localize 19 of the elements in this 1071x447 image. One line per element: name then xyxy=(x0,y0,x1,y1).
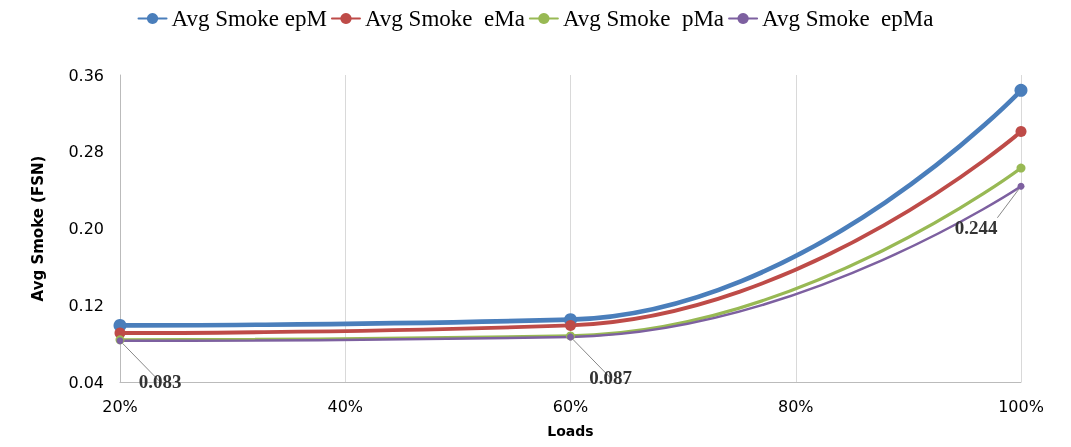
legend-label: Avg Smoke eMa xyxy=(364,6,525,31)
legend-label: Avg Smoke pMa xyxy=(562,6,725,31)
legend-label: Avg Smoke epM xyxy=(171,6,327,31)
legend-label: Avg Smoke epMa xyxy=(762,6,934,31)
x-tick-label: 100% xyxy=(998,396,1044,416)
x-tick-label: 60% xyxy=(552,396,589,416)
y-axis-title: Avg Smoke (FSN) xyxy=(28,155,47,302)
x-tick-label: 20% xyxy=(102,396,138,416)
y-tick-label: 0.36 xyxy=(68,65,104,85)
data-label: 0.087 xyxy=(589,367,633,389)
x-tick-label: 40% xyxy=(327,396,364,416)
data-label: 0.244 xyxy=(954,216,998,238)
y-tick-label: 0.12 xyxy=(68,295,104,315)
y-tick-label: 0.20 xyxy=(68,219,104,238)
x-tick-label: 80% xyxy=(777,396,814,416)
y-tick-label: 0.28 xyxy=(68,142,104,162)
x-axis-title: Loads xyxy=(547,423,594,439)
data-label: 0.083 xyxy=(138,371,182,393)
y-tick-label: 0.04 xyxy=(68,372,104,392)
